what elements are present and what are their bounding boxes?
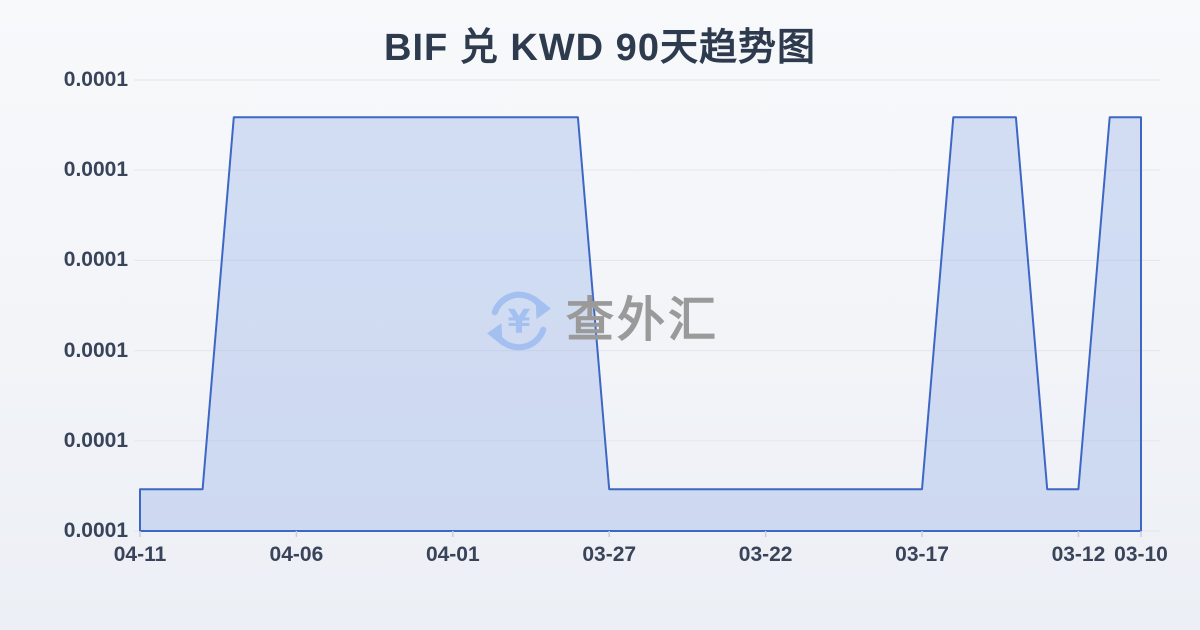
y-axis-label: 0.0001	[63, 519, 128, 542]
x-axis-label: 04-11	[113, 543, 167, 566]
x-axis-label: 03-17	[895, 543, 949, 566]
x-axis-label: 03-12	[1051, 543, 1106, 566]
y-axis-label: 0.0001	[63, 248, 128, 272]
x-axis-label: 04-01	[425, 543, 480, 566]
y-axis-label: 0.0001	[63, 68, 128, 91]
area-series	[139, 116, 1142, 532]
chart-title: BIF 兑 KWD 90天趋势图	[384, 27, 816, 69]
x-axis-tick-marks	[139, 531, 1142, 537]
y-axis-label: 0.0001	[63, 158, 128, 182]
y-axis-label: 0.0001	[63, 338, 128, 362]
y-axis-label: 0.0001	[63, 428, 128, 452]
x-axis-label: 04-06	[269, 543, 324, 566]
x-axis-label: 03-22	[738, 543, 793, 566]
x-axis-label: 03-27	[582, 543, 637, 566]
x-axis-label: 03-10	[1114, 543, 1168, 566]
